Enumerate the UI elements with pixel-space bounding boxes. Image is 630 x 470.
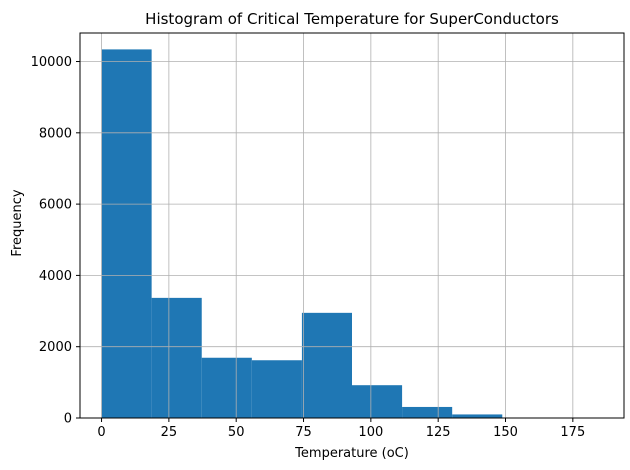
y-tick-label: 10000 — [31, 55, 72, 70]
y-tick-label: 4000 — [39, 269, 72, 284]
y-axis-label: Frequency — [10, 189, 25, 256]
y-tick-label: 6000 — [39, 198, 72, 213]
y-tick-label: 0 — [64, 412, 72, 427]
x-tick-label: 0 — [97, 425, 105, 440]
histogram-bar — [452, 414, 503, 418]
histogram-bar — [251, 360, 302, 418]
histogram-bar — [201, 357, 252, 418]
histogram-bar — [402, 406, 453, 418]
x-tick-label: 50 — [228, 425, 245, 440]
histogram-bar — [151, 297, 202, 418]
x-tick-label: 125 — [426, 425, 451, 440]
histogram-bar — [101, 49, 152, 419]
bars-layer — [101, 49, 603, 419]
ticks-layer: 0 25 50 75 100 125 150 175 0 2000 4000 6000 8000 1000… — [31, 55, 586, 440]
x-tick-label: 150 — [493, 425, 518, 440]
chart-title: Histogram of Critical Temperature for Su… — [145, 10, 559, 28]
x-axis-label: Temperature (oC) — [294, 446, 409, 461]
y-tick-label: 8000 — [39, 126, 72, 141]
x-tick-label: 100 — [358, 425, 383, 440]
x-tick-label: 25 — [161, 425, 178, 440]
plot-frame — [79, 32, 625, 419]
x-tick-label: 75 — [295, 425, 312, 440]
histogram-bar — [301, 312, 352, 418]
x-tick-label: 175 — [560, 425, 585, 440]
y-tick-label: 2000 — [39, 340, 72, 355]
histogram-bar — [352, 385, 403, 418]
